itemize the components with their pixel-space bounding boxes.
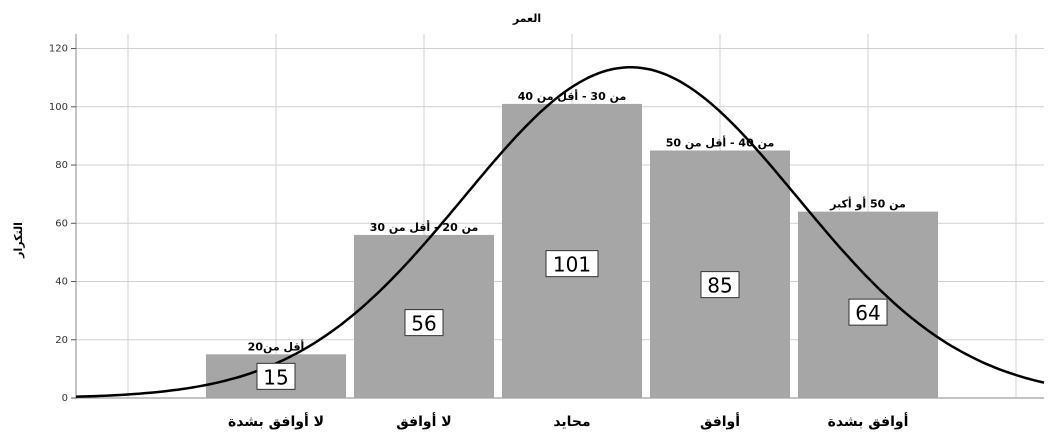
value-box (545, 250, 599, 278)
y-tick-label: 60 (55, 218, 68, 229)
category-label: أوافق (700, 412, 740, 430)
value-box (404, 309, 444, 337)
y-tick-label: 0 (62, 393, 68, 404)
normal-curve (75, 66, 1045, 398)
y-tick-label: 120 (49, 44, 68, 55)
bar-range-label: من 50 أو أكبر (829, 197, 906, 211)
value-label: 15 (263, 365, 288, 389)
value-box (700, 271, 740, 299)
value-label: 85 (707, 274, 732, 298)
y-tick-label: 80 (55, 160, 68, 171)
y-tick-label: 40 (55, 277, 68, 288)
category-label: لا أوافق بشدة (228, 412, 324, 430)
value-label: 56 (411, 312, 436, 336)
labels-group: أقل من20 15 لا أوافق بشدة من 20 - أقل من 30… (228, 89, 908, 430)
bar-range-label: من 40 - أقل من 50 (666, 135, 775, 149)
y-axis-ticks: 0 20 40 60 80 100 120 (49, 44, 76, 404)
value-label: 101 (553, 253, 591, 277)
bar-range-label: من 30 - أقل من 40 (518, 89, 627, 103)
y-tick-label: 20 (55, 335, 68, 346)
bar-range-label: من 20 - أقل من 30 (370, 220, 479, 234)
y-axis-title: التكرار (12, 222, 25, 259)
bar-range-label: أقل من20 (248, 339, 305, 353)
category-label: أوافق بشدة (828, 412, 909, 430)
value-box (848, 298, 888, 326)
value-box (256, 362, 296, 390)
value-label: 64 (855, 301, 880, 325)
y-tick-label: 100 (49, 102, 68, 113)
chart-title: العمر (512, 12, 541, 25)
category-label: محايد (553, 414, 590, 430)
category-label: لا أوافق (396, 412, 451, 430)
